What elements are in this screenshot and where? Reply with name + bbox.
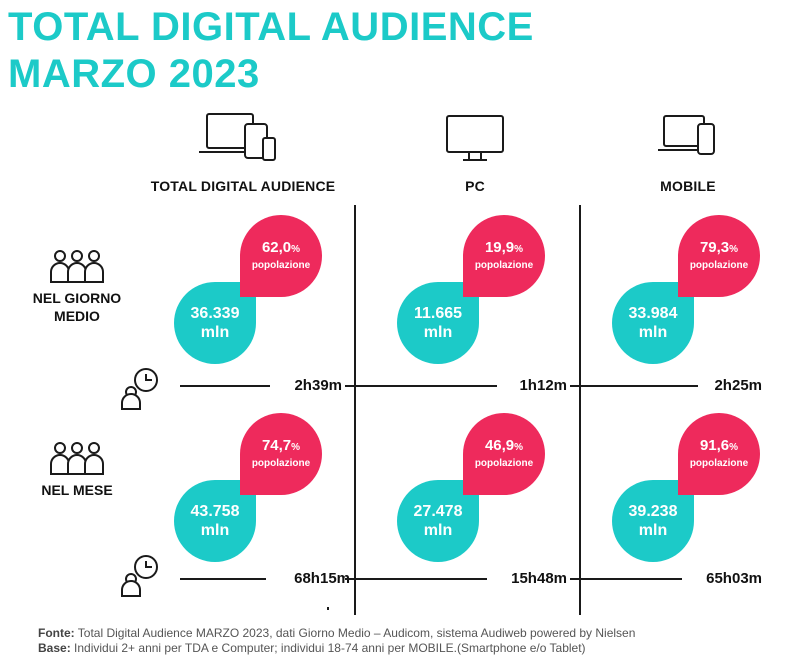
reach-value: 62,0 <box>261 239 292 256</box>
column-header-pc: PC <box>370 110 580 194</box>
time-line <box>180 385 270 387</box>
users-value: 11.665 <box>413 305 463 322</box>
reach-value: 19,9 <box>484 239 515 256</box>
percent-sign: % <box>514 244 524 255</box>
footer-base-text: Individui 2+ anni per TDA e Computer; in… <box>70 641 586 655</box>
laptop-phone-icon <box>658 115 715 155</box>
users-value: 43.758 <box>190 503 240 520</box>
percent-sign: % <box>729 442 739 453</box>
users-bubble: 36.339 mln <box>174 282 256 364</box>
people-group-icon <box>50 442 104 475</box>
time-value: 68h15m <box>294 570 350 587</box>
title-line-2: MARZO 2023 <box>8 52 260 96</box>
row-label-line-1: NEL MESE <box>41 482 113 498</box>
footer-source: Fonte: Total Digital Audience MARZO 2023… <box>38 626 635 640</box>
time-line <box>345 385 497 387</box>
column-divider <box>579 205 581 615</box>
title-line-1: TOTAL DIGITAL AUDIENCE <box>8 5 534 49</box>
users-unit: mln <box>638 522 668 539</box>
reach-bubble: 79,3% popolazione <box>678 215 760 297</box>
users-value: 33.984 <box>628 305 678 322</box>
time-row: 1h12m <box>345 376 567 396</box>
percent-sign: % <box>514 442 524 453</box>
column-label: MOBILE <box>660 178 716 194</box>
reach-value: 79,3 <box>699 239 730 256</box>
time-value: 15h48m <box>511 570 567 587</box>
reach-label: popolazione <box>689 458 749 469</box>
monitor-icon <box>446 115 504 161</box>
user-clock-icon <box>121 555 158 597</box>
reach-label: popolazione <box>474 458 534 469</box>
percent-sign: % <box>729 244 739 255</box>
row-header-giorno-medio: NEL GIORNO MEDIO <box>32 248 122 325</box>
footer-base: Base: Individui 2+ anni per TDA e Comput… <box>38 641 586 655</box>
column-header-mobile: MOBILE <box>583 110 793 194</box>
time-row: 2h39m <box>180 376 342 396</box>
time-row: 65h03m <box>570 569 762 589</box>
column-label: PC <box>465 178 485 194</box>
time-value: 65h03m <box>706 570 762 587</box>
divider-mark <box>327 607 329 610</box>
time-line <box>570 578 682 580</box>
time-row: 68h15m <box>180 569 350 589</box>
reach-label: popolazione <box>251 458 311 469</box>
users-unit: mln <box>423 522 453 539</box>
column-header-tda: TOTAL DIGITAL AUDIENCE <box>138 110 348 194</box>
time-line <box>180 578 266 580</box>
reach-value: 74,7 <box>261 437 292 454</box>
users-unit: mln <box>638 324 668 341</box>
reach-value: 46,9 <box>484 437 515 454</box>
footer-source-text: Total Digital Audience MARZO 2023, dati … <box>74 626 636 640</box>
time-value: 2h39m <box>294 377 342 394</box>
users-unit: mln <box>200 522 230 539</box>
users-unit: mln <box>423 324 453 341</box>
reach-bubble: 19,9% popolazione <box>463 215 545 297</box>
reach-bubble: 46,9% popolazione <box>463 413 545 495</box>
row-label-line-1: NEL GIORNO <box>32 290 122 306</box>
metric-cell: 11.665 mln 19,9% popolazione <box>397 215 547 365</box>
footer-source-label: Fonte: <box>38 626 75 640</box>
time-row: 15h48m <box>345 569 567 589</box>
user-clock-icon <box>121 368 158 410</box>
column-divider <box>354 205 356 615</box>
reach-label: popolazione <box>474 260 534 271</box>
time-value: 1h12m <box>519 377 567 394</box>
reach-bubble: 62,0% popolazione <box>240 215 322 297</box>
reach-bubble: 91,6% popolazione <box>678 413 760 495</box>
time-value: 2h25m <box>714 377 762 394</box>
row-header-mese: NEL MESE <box>32 440 122 499</box>
metric-cell: 27.478 mln 46,9% popolazione <box>397 413 547 563</box>
users-value: 39.238 <box>628 503 678 520</box>
time-line <box>570 385 698 387</box>
percent-sign: % <box>291 442 301 453</box>
users-value: 27.478 <box>413 503 463 520</box>
percent-sign: % <box>291 244 301 255</box>
devices-icon <box>199 113 276 161</box>
people-group-icon <box>50 250 104 283</box>
column-label: TOTAL DIGITAL AUDIENCE <box>150 178 336 194</box>
page-title: TOTAL DIGITAL AUDIENCE MARZO 2023 <box>8 4 534 98</box>
metric-cell: 36.339 mln 62,0% popolazione <box>174 215 324 365</box>
users-value: 36.339 <box>190 305 240 322</box>
users-unit: mln <box>200 324 230 341</box>
reach-label: popolazione <box>251 260 311 271</box>
time-line <box>345 578 487 580</box>
reach-bubble: 74,7% popolazione <box>240 413 322 495</box>
footer-base-label: Base: <box>38 641 71 655</box>
reach-value: 91,6 <box>699 437 730 454</box>
time-row: 2h25m <box>570 376 762 396</box>
metric-cell: 43.758 mln 74,7% popolazione <box>174 413 324 563</box>
metric-cell: 33.984 mln 79,3% popolazione <box>612 215 762 365</box>
metric-cell: 39.238 mln 91,6% popolazione <box>612 413 762 563</box>
row-label-line-2: MEDIO <box>54 308 100 324</box>
reach-label: popolazione <box>689 260 749 271</box>
